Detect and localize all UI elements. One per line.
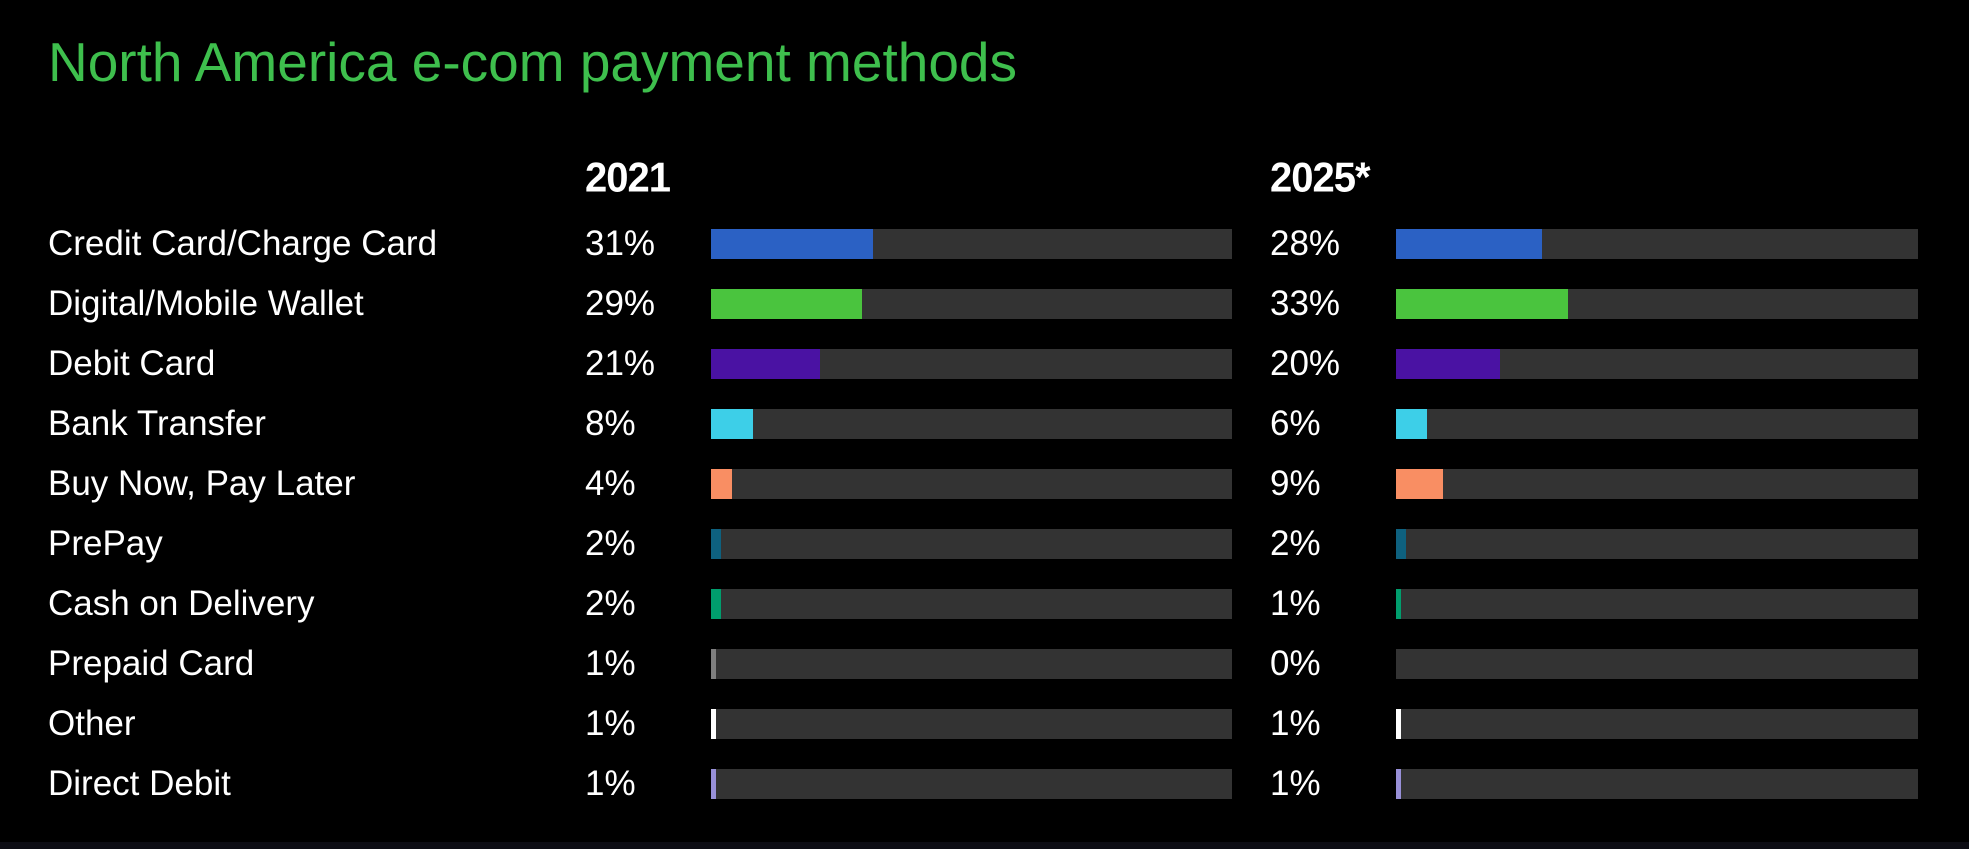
bar-track-2021 xyxy=(711,229,1232,259)
bar-track-2021 xyxy=(711,529,1232,559)
value-label-2021: 1% xyxy=(585,644,636,683)
category-label: Prepaid Card xyxy=(48,644,255,683)
value-label-2025: 2% xyxy=(1270,524,1321,563)
value-label-2025: 1% xyxy=(1270,704,1321,743)
bar-track-2025 xyxy=(1396,769,1918,799)
bar-fill-2021 xyxy=(711,349,821,379)
value-label-2025: 0% xyxy=(1270,644,1321,683)
bar-fill-2025 xyxy=(1396,529,1407,559)
bar-fill-2021 xyxy=(711,709,717,739)
value-label-2025: 1% xyxy=(1270,584,1321,623)
bar-fill-2021 xyxy=(711,409,753,439)
bar-fill-2025 xyxy=(1396,469,1443,499)
value-label-2025: 1% xyxy=(1270,764,1321,803)
bar-fill-2021 xyxy=(711,289,863,319)
bar-track-2025 xyxy=(1396,349,1918,379)
value-label-2025: 6% xyxy=(1270,404,1321,443)
bar-track-2021 xyxy=(711,589,1232,619)
bar-fill-2021 xyxy=(711,589,722,619)
category-label: Buy Now, Pay Later xyxy=(48,464,356,503)
bar-track-2021 xyxy=(711,649,1232,679)
bar-track-2021 xyxy=(711,289,1232,319)
bar-track-2025 xyxy=(1396,589,1918,619)
bar-track-2021 xyxy=(711,769,1232,799)
category-label: Other xyxy=(48,704,136,743)
bottom-edge-strip xyxy=(0,842,1969,849)
bar-fill-2025 xyxy=(1396,229,1543,259)
chart-title: North America e-com payment methods xyxy=(48,31,1017,93)
bar-fill-2025 xyxy=(1396,709,1402,739)
value-label-2025: 9% xyxy=(1270,464,1321,503)
value-label-2021: 1% xyxy=(585,704,636,743)
bar-track-2025 xyxy=(1396,409,1918,439)
value-label-2021: 31% xyxy=(585,224,656,263)
bar-fill-2021 xyxy=(711,529,722,559)
value-label-2021: 1% xyxy=(585,764,636,803)
category-label: PrePay xyxy=(48,524,163,563)
bar-track-2021 xyxy=(711,349,1232,379)
bar-fill-2021 xyxy=(711,469,732,499)
bar-fill-2025 xyxy=(1396,589,1402,619)
bar-fill-2025 xyxy=(1396,349,1501,379)
bar-fill-2025 xyxy=(1396,409,1428,439)
bar-fill-2021 xyxy=(711,769,717,799)
bar-track-2025 xyxy=(1396,229,1918,259)
bar-track-2021 xyxy=(711,469,1232,499)
bar-track-2025 xyxy=(1396,709,1918,739)
category-label: Bank Transfer xyxy=(48,404,266,443)
category-label: Digital/Mobile Wallet xyxy=(48,284,364,323)
bar-track-2025 xyxy=(1396,649,1918,679)
bar-track-2025 xyxy=(1396,289,1918,319)
bar-fill-2025 xyxy=(1396,769,1402,799)
bar-track-2025 xyxy=(1396,469,1918,499)
value-label-2025: 28% xyxy=(1270,224,1341,263)
bar-fill-2021 xyxy=(711,649,717,679)
value-label-2025: 33% xyxy=(1270,284,1341,323)
column-header-2025: 2025* xyxy=(1270,154,1371,201)
category-label: Credit Card/Charge Card xyxy=(48,224,438,263)
value-label-2021: 2% xyxy=(585,524,636,563)
value-label-2021: 4% xyxy=(585,464,636,503)
category-label: Direct Debit xyxy=(48,764,231,803)
value-label-2025: 20% xyxy=(1270,344,1341,383)
bar-track-2025 xyxy=(1396,529,1918,559)
bar-track-2021 xyxy=(711,409,1232,439)
bar-fill-2021 xyxy=(711,229,873,259)
value-label-2021: 29% xyxy=(585,284,656,323)
category-label: Debit Card xyxy=(48,344,216,383)
bar-fill-2025 xyxy=(1396,289,1569,319)
bar-track-2021 xyxy=(711,709,1232,739)
value-label-2021: 21% xyxy=(585,344,656,383)
value-label-2021: 8% xyxy=(585,404,636,443)
column-header-2021: 2021 xyxy=(585,154,671,201)
value-label-2021: 2% xyxy=(585,584,636,623)
grouped-bar-chart: 2021 2025* Credit Card/Charge Card 31% 2… xyxy=(48,142,1918,814)
category-label: Cash on Delivery xyxy=(48,584,315,623)
